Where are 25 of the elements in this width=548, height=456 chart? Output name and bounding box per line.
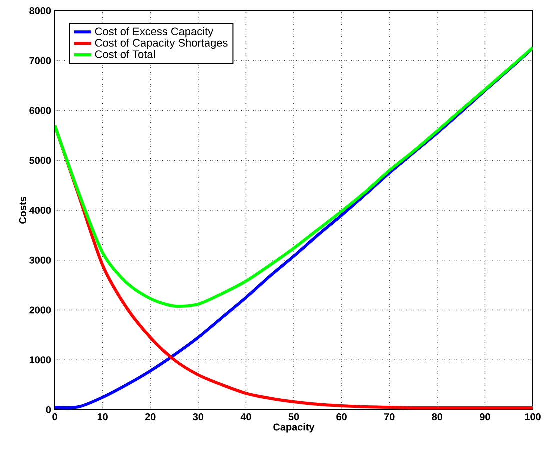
y-axis-title: Costs: [19, 197, 26, 224]
legend-label: Cost of Excess Capacity: [95, 27, 214, 38]
y-tick-label: 3000: [30, 256, 52, 264]
x-tick-label: 0: [52, 414, 58, 421]
x-tick-label: 20: [145, 414, 156, 421]
y-tick-label: 4000: [29, 206, 52, 214]
x-tick-label: 100: [525, 414, 541, 421]
x-tick-label: 80: [432, 414, 443, 421]
y-tick-label: 0: [46, 406, 52, 414]
y-tick-label: 1000: [30, 356, 52, 364]
x-tick-label: 70: [384, 414, 395, 421]
x-axis-title: Capacity: [274, 423, 315, 433]
x-tick-label: 90: [480, 414, 490, 421]
y-tick-label: 6000: [30, 107, 52, 114]
x-tick-label: 60: [336, 414, 347, 421]
x-tick-label: 40: [240, 414, 252, 421]
x-tick-label: 10: [98, 414, 108, 421]
legend-label: Cost of Total: [95, 50, 155, 58]
x-tick-label: 50: [288, 414, 300, 421]
x-tick-label: 30: [193, 414, 204, 421]
y-tick-label: 7000: [30, 57, 52, 64]
y-tick-label: 2000: [30, 306, 52, 314]
y-tick-label: 8000: [30, 7, 52, 15]
legend-label: Cost of Capacity Shortages: [95, 38, 228, 50]
y-tick-label: 5000: [30, 157, 52, 164]
